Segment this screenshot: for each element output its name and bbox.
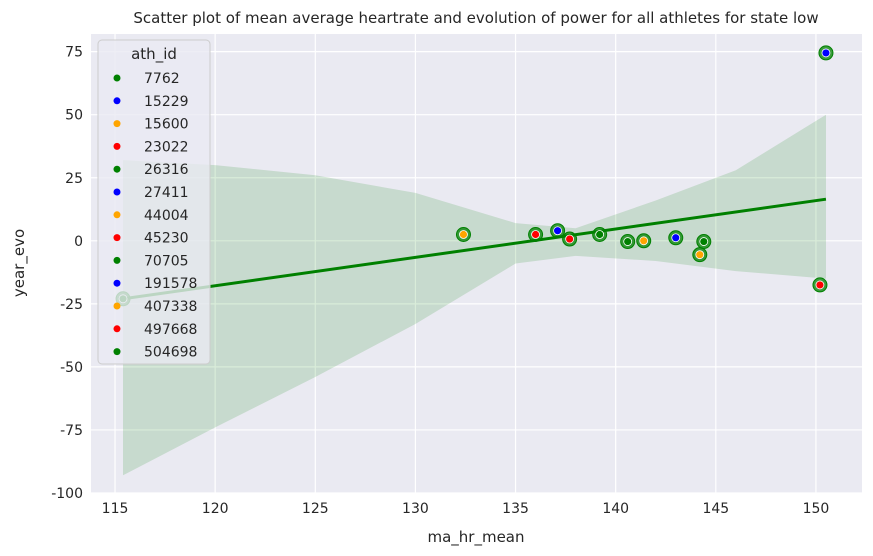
data-point	[821, 48, 831, 58]
y-tick-label: -100	[51, 486, 83, 502]
data-point	[565, 234, 575, 244]
x-tick-label: 120	[202, 501, 229, 517]
legend-entry-label: 70705	[144, 253, 189, 269]
legend-title: ath_id	[131, 45, 177, 64]
legend-box	[97, 39, 211, 365]
y-tick-label: -25	[60, 297, 83, 313]
legend-entry-label: 23022	[144, 139, 189, 155]
y-axis-label: year_evo	[10, 229, 29, 297]
legend-entry-label: 191578	[144, 276, 197, 292]
x-tick-label: 115	[102, 501, 129, 517]
data-point	[815, 280, 825, 290]
legend-entry-label: 7762	[144, 71, 180, 87]
data-point	[531, 230, 540, 239]
data-point	[459, 230, 468, 239]
legend-marker	[113, 256, 121, 264]
legend-entry-label: 27411	[144, 185, 189, 201]
y-tick-label: -75	[60, 423, 83, 439]
legend-marker	[113, 97, 121, 105]
legend-entry-label: 26316	[144, 162, 189, 178]
x-axis-label: ma_hr_mean	[427, 528, 524, 547]
legend-entry-label: 45230	[144, 231, 189, 247]
regression-line-path	[122, 197, 827, 301]
confidence-band	[123, 114, 826, 476]
legend: ath_id 7762 15229 15600 23022 26316 27411 4400…	[97, 39, 211, 365]
y-tick-label: 50	[65, 108, 83, 124]
regression-line	[122, 197, 827, 301]
y-tick-label: 25	[65, 171, 83, 187]
legend-entry-label: 15600	[144, 117, 189, 133]
y-tick-label: 75	[65, 45, 83, 61]
legend-items: 7762 15229 15600 23022 26316 27411 44004 45230 7…	[113, 71, 197, 361]
x-tick-label: 135	[502, 501, 529, 517]
confidence-band-area	[123, 114, 826, 476]
legend-marker	[113, 325, 121, 333]
data-point	[699, 237, 709, 246]
grid-lines	[91, 34, 862, 494]
x-tick-labels: 115 120 125 130 135 140 145 150	[102, 501, 830, 517]
data-point	[595, 230, 605, 239]
data-point	[695, 250, 705, 260]
legend-marker	[113, 348, 121, 356]
legend-entry-label: 44004	[144, 208, 189, 224]
x-tick-label: 125	[302, 501, 329, 517]
x-tick-label: 130	[402, 501, 429, 517]
legend-entry-label: 497668	[144, 322, 197, 338]
legend-marker	[113, 120, 121, 128]
legend-entry-label: 504698	[144, 345, 197, 361]
x-tick-label: 145	[702, 501, 729, 517]
legend-marker	[113, 279, 121, 287]
x-tick-label: 150	[803, 501, 830, 517]
data-point	[623, 237, 633, 246]
legend-marker	[113, 302, 121, 310]
data-point	[671, 233, 681, 243]
legend-entry-label: 15229	[144, 94, 189, 110]
legend-marker	[113, 165, 121, 173]
y-tick-label: -50	[60, 360, 83, 376]
y-tick-labels: -100 -75 -50 -25 0 25 50 75	[51, 45, 83, 502]
legend-entry-label: 407338	[144, 299, 197, 315]
chart-title: Scatter plot of mean average heartrate a…	[133, 9, 818, 27]
legend-marker	[113, 211, 121, 219]
x-tick-label: 140	[602, 501, 629, 517]
plot-background	[91, 34, 862, 493]
legend-marker	[113, 142, 121, 150]
y-tick-label: 0	[74, 234, 83, 250]
data-point	[553, 226, 563, 236]
data-point	[639, 236, 649, 246]
legend-marker	[113, 74, 121, 82]
legend-marker	[113, 234, 121, 242]
legend-marker	[113, 188, 121, 196]
